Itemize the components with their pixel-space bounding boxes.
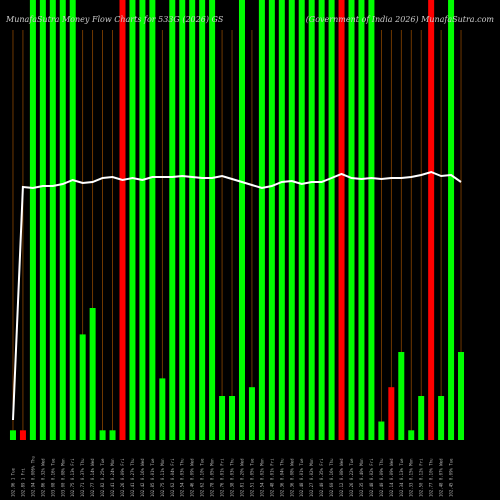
bar [298, 0, 305, 440]
bar [458, 352, 465, 440]
bar [278, 0, 285, 440]
x-tick-label: 102.36 0.08% Wed [289, 458, 294, 497]
bar [29, 0, 36, 440]
x-tick-label: 102.78 0.05% Mon [210, 458, 215, 497]
chart-title-left: MunafaSutra Money Flow Charts for 533G (… [5, 15, 224, 24]
bar [308, 0, 315, 440]
bar [119, 0, 126, 440]
x-tick-label: 102.40 0.09% Thu [379, 458, 384, 497]
x-tick-label: 102.71 0.37% Thu [80, 458, 85, 497]
x-tick-label: 102.85 0.01% Tue [150, 458, 155, 497]
bar [189, 0, 196, 440]
x-tick-label: 102.77 0.14% Wed [90, 458, 95, 497]
x-tick-label: 102.33 0.15% Mon [409, 458, 414, 497]
bars [9, 0, 465, 440]
bar [448, 0, 455, 440]
bar [159, 378, 166, 440]
x-tick-label: 102.50 0.12% Fri [419, 458, 424, 497]
x-tick-label: 102.40 0.35% Fri [319, 458, 324, 497]
x-tick-label: 102.41 0.27% Thu [130, 458, 135, 497]
bar [358, 0, 365, 440]
bar [418, 396, 425, 440]
x-tick-label: 102.75 0.11% Mon [160, 458, 165, 497]
x-tick-label: 102.42 0.16% Wed [140, 458, 145, 497]
x-tick-label: 102.54 0.03% Thu [180, 458, 185, 497]
x-tick-label: 102.35 0.40% Mon [359, 458, 364, 497]
x-tick-labels: 102.96 1 Tue 102.89 1 Fri 102.94 0.006% Th… [10, 455, 453, 497]
x-tick-label: 102.82 0.25% Tue [100, 458, 105, 497]
x-tick-label: 102.81 0.20% Wed [239, 458, 244, 497]
x-tick-label: 102.38 0.03% Thu [230, 458, 235, 497]
bar [219, 396, 226, 440]
x-tick-label: 103.08 0.16% Tue [50, 458, 55, 497]
bar [209, 0, 216, 440]
x-tick-label: 102.48 0.07% Wed [439, 458, 444, 497]
x-tick-label: 102.48 0.01% Fri [269, 458, 274, 497]
x-tick-label: 102.34 0.13% Tue [399, 458, 404, 497]
x-tick-label: 102.12 0.08% Wed [339, 458, 344, 497]
x-tick-label: 102.48 0.01% Tue [299, 458, 304, 497]
bar [179, 0, 186, 440]
x-tick-label: 102.89 1 Fri [20, 468, 25, 497]
bar [408, 430, 415, 440]
x-tick-label: 102.76 0.01% Fri [220, 458, 225, 497]
bar [89, 308, 96, 440]
x-tick-label: 102.60 0.16% Thu [329, 458, 334, 497]
chart-title-right: (Government of India 2026) MunafaSutra.c… [306, 15, 495, 24]
bar [199, 0, 206, 440]
bar [9, 430, 16, 440]
x-tick-label: 102.94 0.006% Thu [30, 455, 35, 497]
bar [59, 0, 66, 440]
bar [338, 0, 345, 440]
x-tick-label: 102.77 0.10% Thu [429, 458, 434, 497]
x-tick-label: 102.54 0.02% Mon [259, 458, 264, 497]
bar [348, 0, 355, 440]
x-tick-label: 102.14 0.09% Wed [389, 458, 394, 497]
bar [318, 0, 325, 440]
x-tick-label: 102.41 0.24% Mon [110, 458, 115, 497]
bar [238, 0, 245, 440]
x-tick-label: 102.36 0.04% Thu [279, 458, 284, 497]
bar [398, 352, 405, 440]
bar [79, 334, 86, 440]
x-tick-label: 102.26 0.09% Fri [120, 458, 125, 497]
bar [49, 0, 56, 440]
bar [169, 0, 176, 440]
bar [129, 0, 136, 440]
bar [378, 421, 385, 440]
bar [428, 0, 435, 440]
bar [39, 0, 46, 440]
bar [438, 396, 445, 440]
bar [69, 0, 76, 440]
x-tick-label: 102.96 1 Tue [10, 468, 15, 497]
bar [19, 430, 26, 440]
bar [109, 430, 116, 440]
bar [388, 387, 395, 440]
bar [328, 0, 335, 440]
bar [229, 396, 236, 440]
x-tick-label: 102.48 0.02% Fri [369, 458, 374, 497]
x-tick-label: 102.75 0.13% Fri [70, 458, 75, 497]
x-tick-label: 102.46 0.09% Wed [190, 458, 195, 497]
x-tick-label: 103.00 0.08% Mon [60, 458, 65, 497]
bar [368, 0, 375, 440]
bar [99, 430, 106, 440]
x-tick-label: 102.62 0.10% Tue [200, 458, 205, 497]
bar [149, 0, 156, 440]
bar [268, 0, 275, 440]
bar [139, 0, 146, 440]
x-tick-label: 102.62 0.04% Fri [170, 458, 175, 497]
x-tick-label: 102.27 0.02% Mon [309, 458, 314, 497]
bar [288, 0, 295, 440]
flow-line [12, 170, 462, 421]
x-tick-label: 102.51 0.05% Tue [249, 458, 254, 497]
x-tick-label: 102.26 0.22% Tue [349, 458, 354, 497]
x-tick-label: 102.45 0.09% Tue [449, 458, 454, 497]
bar [248, 387, 255, 440]
bar [258, 0, 265, 440]
x-tick-label: 102.86 0.32% Wed [40, 458, 45, 497]
